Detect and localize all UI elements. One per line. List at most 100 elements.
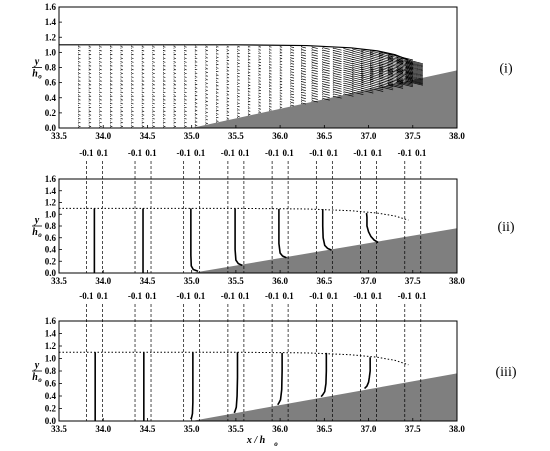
velocity-vector xyxy=(248,59,251,61)
y-tick-label: 1.2 xyxy=(45,341,57,351)
velocity-vector xyxy=(226,70,230,72)
velocity-vector xyxy=(78,91,81,93)
x-tick-label: 37.0 xyxy=(361,276,377,286)
velocity-vector xyxy=(99,80,102,82)
velocity-vector xyxy=(173,84,177,86)
velocity-vector xyxy=(343,65,354,69)
velocity-vector xyxy=(301,99,306,102)
velocity-vector xyxy=(311,51,318,55)
velocity-vector xyxy=(195,46,198,48)
velocity-vector xyxy=(184,95,187,97)
velocity-vector xyxy=(301,75,306,78)
velocity-vector xyxy=(99,103,102,105)
velocity-vector xyxy=(311,79,318,83)
velocity-vector xyxy=(78,84,81,86)
velocity-vector xyxy=(226,73,230,75)
velocity-vector xyxy=(311,62,318,65)
velocity-vector xyxy=(131,91,134,93)
velocity-vector xyxy=(99,91,102,93)
reference-tick-label: -0.1 xyxy=(79,148,94,158)
velocity-vector xyxy=(99,114,102,116)
free-surface-line xyxy=(59,351,409,366)
velocity-vector xyxy=(216,46,219,48)
velocity-vector xyxy=(120,118,123,120)
velocity-vector xyxy=(248,52,251,54)
velocity-vector xyxy=(163,118,166,120)
velocity-vector xyxy=(216,74,219,76)
velocity-vector xyxy=(343,67,354,71)
velocity-vector xyxy=(301,65,306,67)
velocity-vector xyxy=(120,99,123,101)
velocity-vector xyxy=(396,64,414,70)
velocity-vector xyxy=(99,84,102,86)
y-tick-label: 0.2 xyxy=(45,256,57,266)
x-tick-label: 34.5 xyxy=(140,131,156,141)
x-tick-label: 36.0 xyxy=(272,131,288,141)
velocity-vector xyxy=(173,87,177,90)
y-axis-label-numerator: y xyxy=(34,57,40,68)
velocity-vector xyxy=(322,54,330,57)
velocity-vector xyxy=(78,114,81,116)
velocity-vector xyxy=(99,69,102,71)
velocity-vector xyxy=(269,91,272,93)
velocity-vector xyxy=(405,70,423,76)
velocity-vector xyxy=(269,100,272,102)
velocity-vector xyxy=(301,83,306,86)
velocity-vector xyxy=(352,73,364,77)
velocity-vector xyxy=(290,54,295,57)
velocity-vector xyxy=(405,64,423,70)
velocity-vector xyxy=(120,80,123,82)
velocity-vector xyxy=(78,57,81,59)
velocity-vector xyxy=(237,49,240,51)
velocity-vector xyxy=(120,65,123,67)
velocity-vector xyxy=(269,109,272,111)
velocity-vector xyxy=(226,80,230,82)
velocity-vector xyxy=(280,46,283,48)
velocity-vector xyxy=(290,88,295,90)
velocity-vector xyxy=(205,57,208,59)
velocity-vector xyxy=(333,66,342,69)
velocity-vector xyxy=(216,113,219,115)
velocity-vector xyxy=(173,53,177,56)
velocity-vector xyxy=(269,46,272,48)
reference-tick-label: 0.1 xyxy=(238,291,250,301)
velocity-vector xyxy=(88,103,92,105)
velocity-vector xyxy=(152,106,155,109)
velocity-vector xyxy=(280,86,283,88)
velocity-vector xyxy=(163,46,166,48)
y-tick-label: 1.6 xyxy=(45,174,57,184)
velocity-vector xyxy=(226,114,230,117)
velocity-vector xyxy=(280,75,283,77)
beach-slope xyxy=(191,70,457,128)
velocity-vector xyxy=(88,76,92,78)
velocity-vector xyxy=(184,110,187,112)
velocity-vector xyxy=(205,86,208,88)
x-tick-label: 35.0 xyxy=(184,424,200,434)
velocity-vector xyxy=(237,72,240,74)
velocity-vector xyxy=(88,125,92,127)
y-axis-label-denominator: h xyxy=(32,69,38,80)
velocity-vector xyxy=(290,82,295,85)
velocity-vector xyxy=(269,76,272,78)
velocity-vector xyxy=(269,73,272,75)
velocity-vector xyxy=(379,66,394,71)
velocity-vector xyxy=(205,68,208,70)
velocity-vector xyxy=(322,47,330,50)
velocity-vector xyxy=(248,94,251,96)
velocity-vector xyxy=(216,88,219,90)
velocity-vector xyxy=(301,78,306,81)
velocity-vector xyxy=(237,56,240,58)
reference-tick-label: -0.1 xyxy=(265,291,280,301)
velocity-vector xyxy=(237,116,240,118)
velocity-vector xyxy=(88,84,92,86)
velocity-vector xyxy=(173,80,177,82)
velocity-vector xyxy=(361,64,374,69)
velocity-vector xyxy=(248,71,251,74)
velocity-vector xyxy=(322,71,330,74)
velocity-vector xyxy=(237,89,240,91)
velocity-vector xyxy=(258,68,261,70)
velocity-vector xyxy=(142,103,145,105)
velocity-vector xyxy=(142,87,145,90)
velocity-vector xyxy=(163,114,166,116)
velocity-vector xyxy=(131,106,134,109)
